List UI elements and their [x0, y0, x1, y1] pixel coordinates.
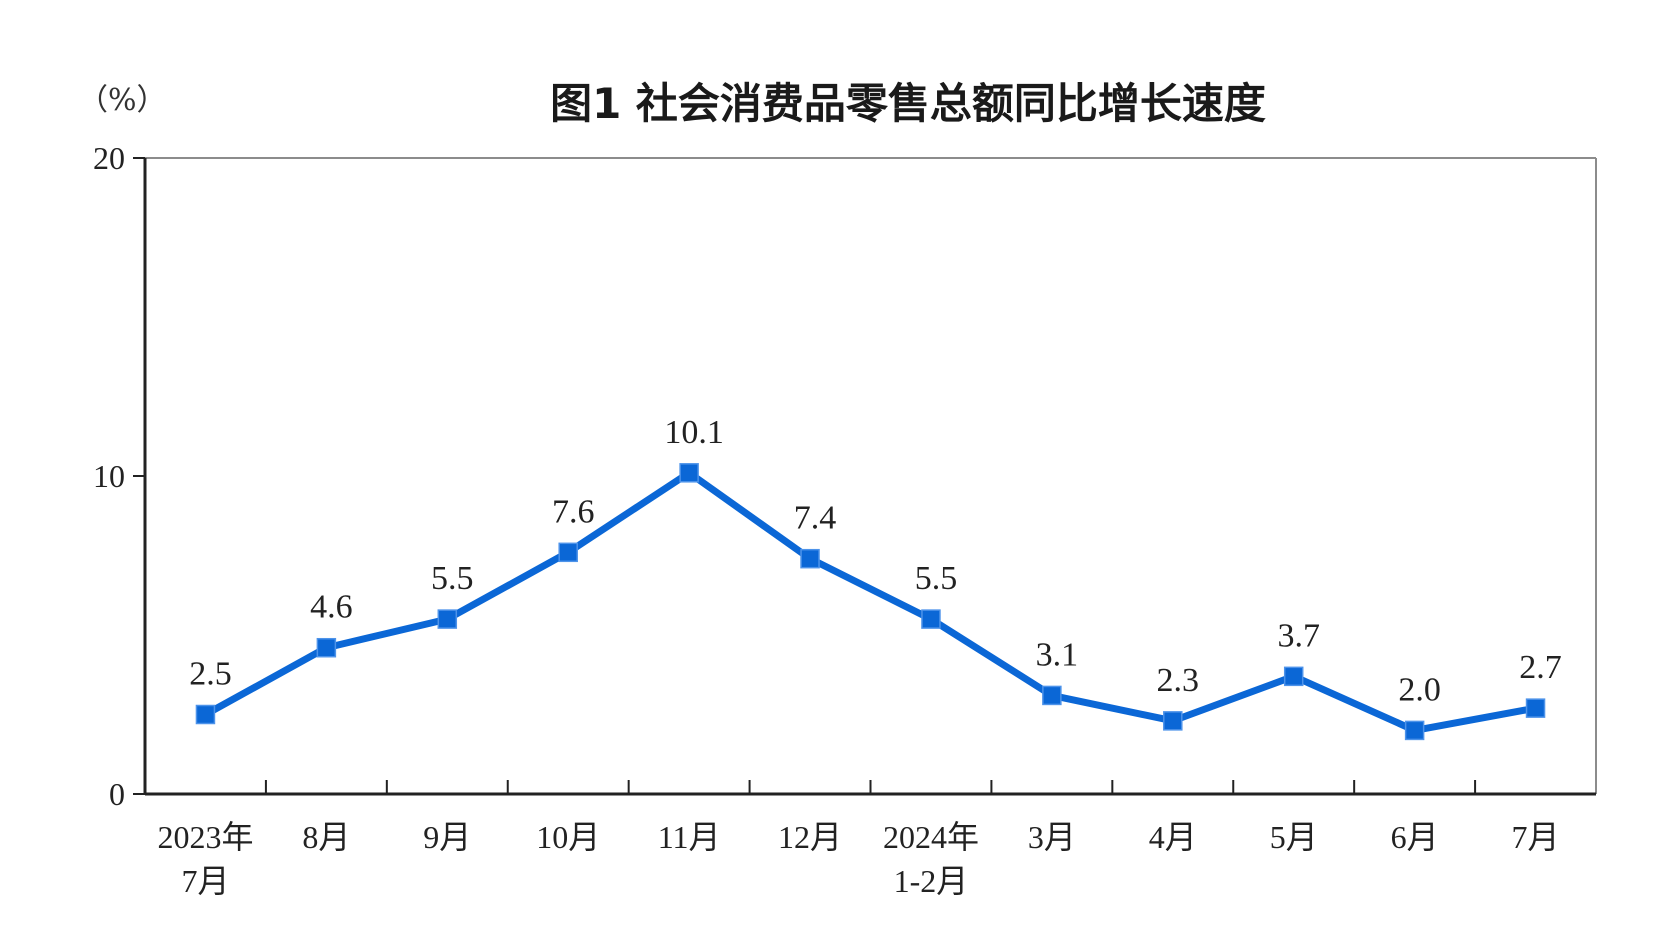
x-tick-label: 1-2月	[894, 863, 969, 899]
data-label: 2.7	[1519, 649, 1562, 686]
data-labels: 2.5 4.6 5.5 7.6 10.1 7.4 5.5 3.1 2.3 3.7 2.0 2.7	[189, 414, 1562, 709]
x-tick-label: 7月	[1512, 819, 1560, 855]
x-tick-label: 2023年	[157, 819, 253, 855]
data-point-marker	[1404, 720, 1425, 741]
y-axis-ticks: 0 10 20	[93, 140, 145, 812]
x-tick-label: 9月	[423, 819, 471, 855]
x-tick-label: 8月	[302, 819, 350, 855]
x-tick-label: 11月	[658, 819, 721, 855]
x-tick-label: 12月	[778, 819, 842, 855]
y-tick-label: 20	[93, 140, 125, 176]
data-label: 2.5	[189, 656, 232, 693]
data-point-marker	[1163, 711, 1183, 731]
y-tick-label: 0	[109, 776, 125, 812]
data-label: 3.7	[1277, 617, 1320, 654]
data-point-marker	[1042, 685, 1062, 706]
data-point-marker	[800, 548, 820, 569]
data-point-marker	[921, 609, 941, 629]
series-growth-rate	[195, 463, 1546, 741]
data-point-marker	[1283, 666, 1304, 687]
y-tick-label: 10	[93, 458, 125, 494]
chart-title: 图1 社会消费品零售总额同比增长速度	[550, 79, 1266, 128]
x-tick-label: 6月	[1391, 819, 1439, 855]
data-point-marker	[195, 704, 216, 725]
y-unit-label: （%）	[78, 83, 167, 118]
data-label: 2.0	[1398, 671, 1441, 708]
data-point-marker	[1525, 698, 1546, 718]
data-point-marker	[316, 637, 337, 658]
data-label: 2.3	[1157, 662, 1200, 699]
data-label: 3.1	[1036, 636, 1079, 673]
data-label: 5.5	[915, 560, 958, 597]
data-point-marker	[679, 463, 699, 483]
x-tick-label: 3月	[1028, 819, 1076, 855]
data-label: 7.4	[794, 500, 837, 537]
data-label: 5.5	[431, 560, 474, 597]
data-label: 10.1	[664, 414, 724, 451]
x-tick-label: 2024年	[883, 819, 979, 855]
x-tick-label: 5月	[1270, 819, 1318, 855]
axes	[143, 157, 1597, 796]
data-label: 7.6	[552, 493, 595, 530]
x-tick-label: 7月	[181, 863, 229, 899]
data-point-marker	[558, 542, 578, 563]
x-tick-label: 10月	[536, 819, 600, 855]
series-line	[201, 469, 1540, 734]
data-point-marker	[437, 609, 458, 629]
x-axis-ticks: 2023年 7月 8月 9月 10月 11月 12月 2024年 1-2月 3月 4月 5月 6月 7月	[157, 780, 1560, 899]
data-label: 4.6	[310, 589, 353, 626]
x-tick-label: 4月	[1149, 819, 1197, 855]
